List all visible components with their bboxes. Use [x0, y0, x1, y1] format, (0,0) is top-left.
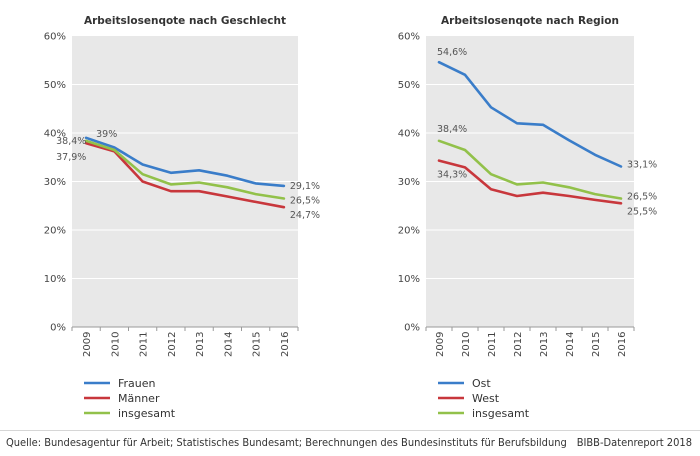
x-tick-label: 2009: [435, 332, 446, 357]
x-tick-label: 2015: [591, 332, 602, 357]
data-label: 38,4%: [437, 124, 467, 135]
y-tick-label: 0%: [50, 323, 66, 334]
footer-divider: [0, 430, 700, 431]
y-tick-label: 60%: [44, 32, 66, 43]
legend-label: West: [472, 392, 500, 405]
y-tick-label: 20%: [398, 226, 420, 237]
x-tick-label: 2016: [617, 332, 628, 357]
y-tick-label: 40%: [398, 129, 420, 140]
legend-label: Männer: [118, 392, 160, 405]
x-tick-label: 2010: [110, 332, 121, 357]
series-line-Männer: [84, 141, 286, 209]
data-label: 34,3%: [437, 170, 467, 181]
x-tick-label: 2013: [539, 332, 550, 357]
x-tick-label: 2012: [167, 332, 178, 357]
x-tick-label: 2011: [139, 332, 150, 357]
x-tick-label: 2009: [82, 332, 93, 357]
series-line-Frauen: [84, 136, 286, 188]
source-note: Quelle: Bundesagentur für Arbeit; Statis…: [6, 436, 567, 449]
y-tick-label: 40%: [44, 129, 66, 140]
data-label: 54,6%: [437, 47, 467, 58]
data-label: 39%: [96, 129, 117, 140]
y-tick-label: 60%: [398, 32, 420, 43]
y-tick-label: 50%: [44, 80, 66, 91]
x-tick-label: 2013: [195, 332, 206, 357]
legend-label: Frauen: [118, 377, 156, 390]
legend-label: Ost: [472, 377, 491, 390]
chart-title: Arbeitslosenqote nach Geschlecht: [84, 15, 286, 27]
data-label: 37,9%: [56, 152, 86, 163]
y-tick-label: 30%: [398, 177, 420, 188]
data-label: 25,5%: [627, 206, 657, 217]
series-line-insgesamt: [84, 139, 286, 200]
y-tick-label: 20%: [44, 226, 66, 237]
x-tick-label: 2012: [513, 332, 524, 357]
data-label: 29,1%: [290, 181, 320, 192]
series-line-insgesamt: [437, 139, 623, 200]
series-line-West: [437, 159, 623, 205]
x-tick-label: 2014: [565, 332, 576, 357]
data-label: 38,4%: [56, 136, 86, 147]
data-label: 26,5%: [627, 191, 657, 202]
y-tick-label: 10%: [398, 274, 420, 285]
y-tick-label: 50%: [398, 80, 420, 91]
legend-label: insgesamt: [118, 407, 176, 420]
data-label: 33,1%: [627, 159, 657, 170]
y-tick-label: 10%: [44, 274, 66, 285]
x-tick-label: 2011: [487, 332, 498, 357]
x-tick-label: 2010: [461, 332, 472, 357]
report-credit: BIBB-Datenreport 2018: [576, 436, 692, 449]
series-line-Ost: [437, 60, 623, 168]
data-label: 26,5%: [290, 195, 320, 206]
x-tick-label: 2015: [252, 332, 263, 357]
x-tick-label: 2014: [223, 332, 234, 357]
x-tick-label: 2016: [280, 332, 291, 357]
data-label: 24,7%: [290, 210, 320, 221]
chart-title: Arbeitslosenqote nach Region: [441, 15, 619, 27]
legend-label: insgesamt: [472, 407, 530, 420]
y-tick-label: 30%: [44, 177, 66, 188]
y-tick-label: 0%: [404, 323, 420, 334]
